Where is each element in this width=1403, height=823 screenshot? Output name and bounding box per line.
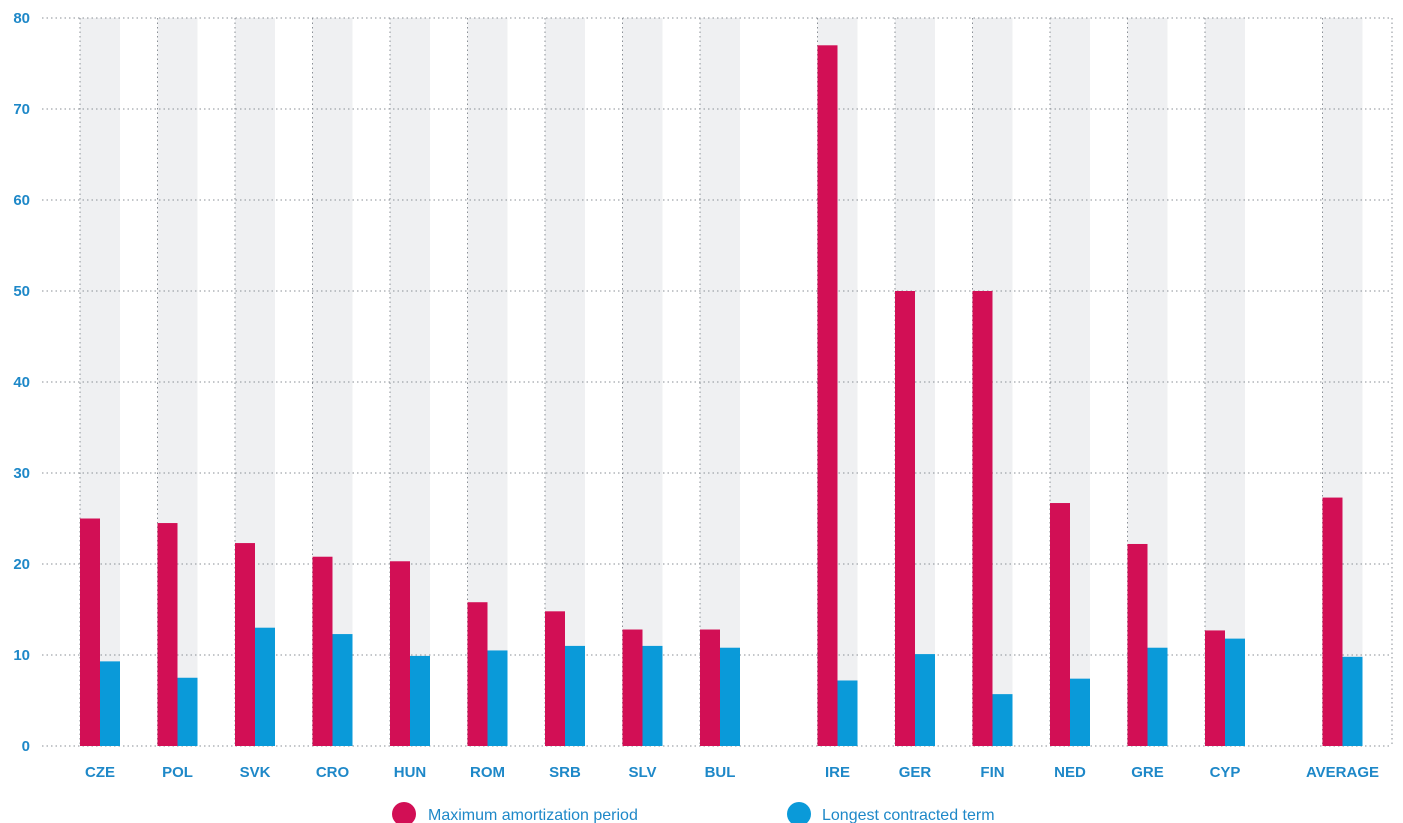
bar-max-amortization-bul: [700, 629, 720, 746]
bar-longest-term-average: [1342, 656, 1363, 746]
y-tick-label: 50: [13, 283, 30, 300]
bar-max-amortization-gre: [1127, 543, 1148, 746]
bar-longest-term-rom: [487, 650, 508, 746]
x-tick-label-cro: CRO: [316, 764, 350, 781]
y-tick-label: 40: [13, 374, 30, 391]
x-tick-label-pol: POL: [162, 764, 193, 781]
bar-longest-term-srb: [565, 645, 585, 746]
column-background-cyp: [1205, 18, 1245, 746]
y-tick-label: 70: [13, 101, 30, 118]
bar-max-amortization-srb: [545, 611, 565, 746]
x-tick-label-svk: SVK: [240, 764, 271, 781]
y-axis: 0 10 20 30 40 50 60 70 80: [13, 10, 30, 755]
x-tick-label-slv: SLV: [628, 764, 656, 781]
x-tick-label-ned: NED: [1054, 764, 1086, 781]
y-tick-label: 20: [13, 556, 30, 573]
bar-max-amortization-rom: [467, 602, 488, 746]
x-tick-label-cyp: CYP: [1210, 764, 1241, 781]
bar-max-amortization-ire: [817, 45, 838, 747]
x-tick-label-fin: FIN: [980, 764, 1004, 781]
bar-longest-term-fin: [992, 694, 1013, 746]
y-tick-label: 0: [22, 738, 30, 755]
column-background-slv: [622, 18, 663, 746]
bar-longest-term-gre: [1147, 647, 1168, 746]
bar-longest-term-hun: [410, 655, 430, 746]
bar-max-amortization-hun: [390, 561, 410, 746]
bar-longest-term-cro: [332, 634, 353, 746]
bar-longest-term-bul: [720, 647, 740, 746]
x-tick-label-bul: BUL: [705, 764, 736, 781]
bar-longest-term-ire: [837, 680, 858, 746]
x-tick-label-ger: GER: [899, 764, 932, 781]
legend-label-max-amortization: Maximum amortization period: [428, 807, 638, 823]
bar-longest-term-slv: [642, 645, 663, 746]
x-tick-label-ire: IRE: [825, 764, 850, 781]
bar-max-amortization-pol: [157, 523, 178, 746]
bar-longest-term-ned: [1070, 678, 1090, 746]
bar-max-amortization-average: [1322, 497, 1343, 746]
y-tick-label: 60: [13, 192, 30, 209]
bar-longest-term-ger: [915, 654, 935, 746]
x-tick-label-srb: SRB: [549, 764, 581, 781]
x-tick-label-average: AVERAGE: [1306, 764, 1379, 781]
bar-max-amortization-fin: [972, 291, 993, 746]
bar-max-amortization-cze: [80, 518, 100, 746]
bar-max-amortization-cyp: [1205, 630, 1225, 746]
bar-max-amortization-ned: [1050, 503, 1070, 746]
x-tick-label-hun: HUN: [394, 764, 427, 781]
bar-max-amortization-slv: [622, 629, 643, 746]
bar-longest-term-cze: [100, 661, 120, 746]
bar-max-amortization-ger: [895, 291, 915, 746]
x-tick-label-rom: ROM: [470, 764, 505, 781]
bar-longest-term-pol: [177, 677, 198, 746]
bar-max-amortization-cro: [312, 556, 333, 746]
bar-longest-term-svk: [255, 627, 275, 746]
column-background-bul: [700, 18, 740, 746]
bar-max-amortization-svk: [235, 543, 255, 746]
bars: [80, 45, 1363, 747]
legend: Maximum amortization period Longest contr…: [392, 802, 995, 823]
x-tick-label-gre: GRE: [1131, 764, 1164, 781]
legend-swatch-longest-term: [787, 802, 811, 823]
legend-label-longest-term: Longest contracted term: [822, 807, 995, 823]
legend-swatch-max-amortization: [392, 802, 416, 823]
bar-longest-term-cyp: [1225, 638, 1245, 746]
x-axis: CZE POL SVK CRO HUN ROM SRB SLV BUL IRE GER FIN NED G…: [85, 764, 1379, 781]
y-tick-label: 10: [13, 647, 30, 664]
x-tick-label-cze: CZE: [85, 764, 115, 781]
y-tick-label: 80: [13, 10, 30, 27]
y-tick-label: 30: [13, 465, 30, 482]
